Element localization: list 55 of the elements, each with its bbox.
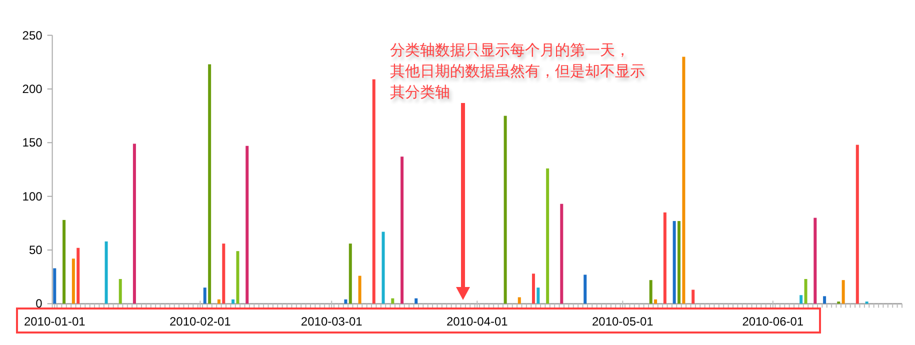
bar	[414, 298, 418, 304]
bar	[222, 244, 226, 304]
bar	[208, 64, 212, 304]
bar	[62, 220, 66, 304]
bar	[532, 274, 535, 304]
bar	[518, 297, 521, 304]
bar	[372, 79, 376, 304]
bar	[118, 279, 122, 304]
bar	[400, 156, 404, 304]
bar	[584, 274, 587, 304]
bar	[504, 116, 507, 304]
x-tick-label: 2010-03-01	[300, 314, 363, 329]
bar	[232, 299, 235, 304]
bar	[649, 280, 652, 304]
bar	[672, 221, 676, 304]
bar	[344, 299, 348, 304]
y-tick-label: 150	[22, 136, 43, 150]
bar	[348, 244, 352, 304]
bar	[246, 146, 249, 304]
x-tick-label: 2010-01-01	[24, 314, 86, 329]
bar	[823, 296, 826, 304]
bar	[236, 251, 240, 304]
bar	[132, 144, 136, 304]
x-tick-label: 2010-06-01	[742, 314, 804, 329]
y-tick-label: 100	[22, 189, 43, 204]
bar	[358, 276, 362, 304]
bar	[217, 299, 220, 304]
bar	[72, 258, 75, 304]
bar	[804, 279, 808, 304]
bar	[203, 288, 206, 304]
bar	[692, 290, 695, 304]
bar	[856, 144, 859, 304]
bar	[391, 298, 394, 304]
x-tick-label: 2010-05-01	[592, 314, 654, 329]
bar	[842, 280, 845, 304]
y-tick-label: 0	[36, 296, 43, 311]
y-tick-label: 200	[22, 82, 43, 96]
x-tick-label: 2010-04-01	[446, 314, 508, 329]
bar	[682, 56, 686, 304]
bar	[104, 241, 108, 304]
bar	[654, 299, 658, 304]
annotation: 分类轴数据只显示每个月的第一天，其他日期的数据虽然有，但是却不显示其分类轴	[390, 40, 645, 103]
bar	[678, 221, 681, 304]
bar	[76, 248, 80, 304]
bar	[814, 218, 817, 304]
bar	[382, 232, 385, 304]
y-tick-label: 250	[22, 28, 43, 42]
bar	[546, 168, 550, 304]
bar	[800, 295, 803, 304]
y-tick-label: 50	[28, 243, 43, 258]
x-tick-label: 2010-02-01	[169, 314, 232, 329]
bar	[560, 204, 564, 304]
bar	[663, 212, 666, 304]
bar	[536, 288, 540, 304]
bar	[53, 268, 56, 304]
